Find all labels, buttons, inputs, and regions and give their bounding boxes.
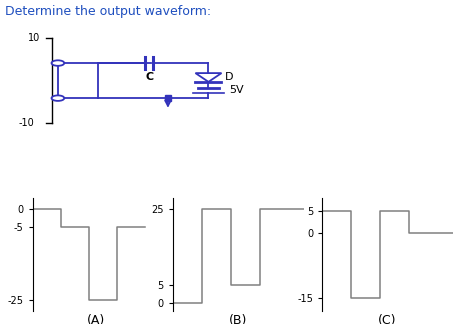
Text: D: D [225, 73, 233, 83]
Text: C: C [145, 73, 153, 83]
Circle shape [51, 60, 64, 66]
Text: -10: -10 [19, 118, 35, 128]
Text: 10: 10 [28, 33, 41, 43]
X-axis label: (A): (A) [86, 314, 105, 324]
Text: Determine the output waveform:: Determine the output waveform: [5, 5, 211, 18]
X-axis label: (C): (C) [378, 314, 397, 324]
Polygon shape [196, 73, 221, 82]
X-axis label: (B): (B) [229, 314, 248, 324]
Circle shape [51, 95, 64, 101]
Text: 5V: 5V [229, 85, 243, 95]
